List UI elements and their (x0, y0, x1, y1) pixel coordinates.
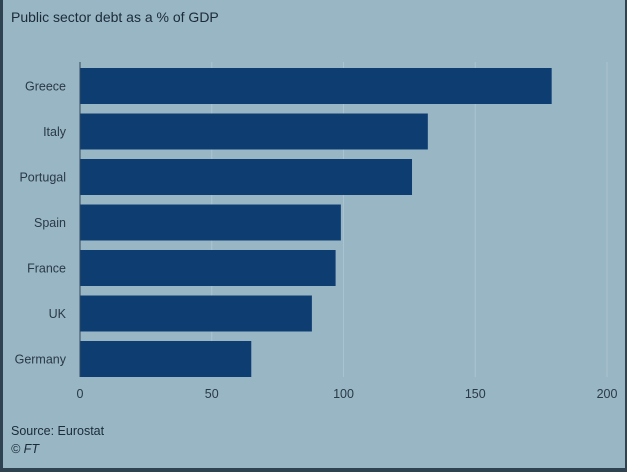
tick-labels: 0 50 100 150 200 (77, 387, 618, 401)
copyright-note: © FT (11, 442, 39, 456)
bar-uk (80, 295, 312, 332)
source-note: Source: Eurostat (11, 424, 105, 438)
x-tick-label-200: 200 (597, 387, 618, 401)
bar-greece (80, 68, 552, 104)
bar-france (80, 250, 336, 286)
category-label-spain: Spain (34, 216, 66, 230)
bar-portugal (80, 159, 413, 195)
x-tick-label-150: 150 (465, 387, 486, 401)
category-labels: Greece Italy Portugal Spain France UK Germany (15, 80, 67, 367)
bar-chart: GreeceItalyPortugalSpainFranceUKGermany … (15, 62, 618, 401)
x-tick-label-0: 0 (77, 387, 84, 401)
category-label-portugal: Portugal (19, 171, 66, 185)
category-label-uk: UK (49, 307, 67, 321)
bar-germany (80, 341, 252, 377)
category-label-france: France (27, 262, 66, 276)
chart-title: Public sector debt as a % of GDP (11, 9, 219, 25)
category-label-greece: Greece (25, 80, 66, 94)
bars (80, 68, 552, 377)
category-label-italy: Italy (43, 125, 67, 139)
bar-italy (80, 113, 428, 150)
x-tick-label-100: 100 (333, 387, 354, 401)
x-tick-label-50: 50 (205, 387, 219, 401)
category-label-germany: Germany (15, 353, 67, 367)
bar-spain (80, 204, 341, 241)
